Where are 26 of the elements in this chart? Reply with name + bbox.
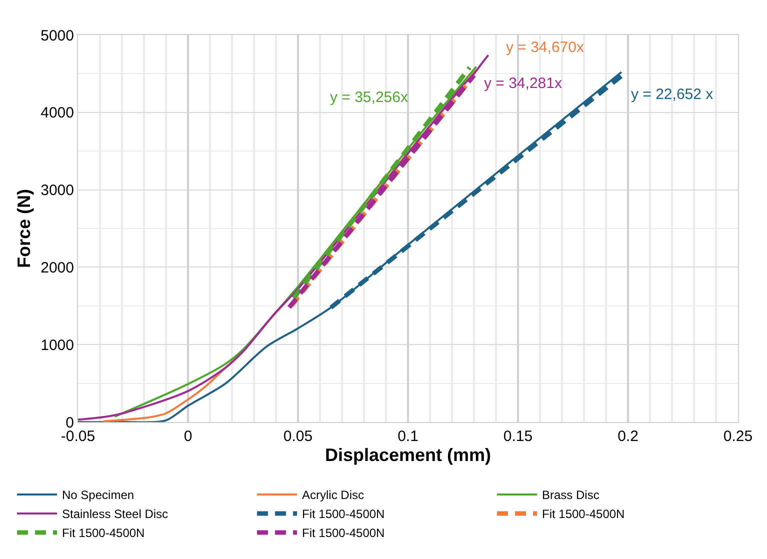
annotation: y = 34,670x xyxy=(506,39,584,56)
legend-label: Acrylic Disc xyxy=(302,488,364,502)
x-tick-label: 0.25 xyxy=(723,428,753,445)
x-tick-label: 0.1 xyxy=(398,428,418,445)
annotation: y = 35,256x xyxy=(330,89,408,106)
legend-label: Stainless Steel Disc xyxy=(62,507,168,522)
y-tick-label: 4000 xyxy=(40,104,74,122)
x-axis-title: Displacement (mm) xyxy=(324,445,492,465)
y-axis-title: Force (N) xyxy=(14,188,34,268)
x-tick-label: 0 xyxy=(184,428,192,445)
legend-label: Brass Disc xyxy=(542,488,600,502)
y-tick-label: 5000 xyxy=(40,27,74,44)
y-tick-label: 3000 xyxy=(40,182,74,200)
y-tick-label: 2000 xyxy=(40,259,74,276)
legend-label: Fit 1500-4500N xyxy=(302,507,385,522)
legend-label: Fit 1500-4500N xyxy=(302,526,385,540)
legend-label: No Specimen xyxy=(62,488,134,502)
x-tick-label: 0.05 xyxy=(283,428,313,445)
legend-label: Fit 1500-4500N xyxy=(542,507,625,522)
annotation: y = 34,281x xyxy=(484,75,562,92)
line-series xyxy=(78,71,622,422)
annotation: y = 22,652 x xyxy=(631,86,714,103)
y-tick-label: 1000 xyxy=(40,336,74,354)
x-tick-label: 0.15 xyxy=(503,428,533,445)
x-tick-label: 0.2 xyxy=(618,428,638,445)
legend-label: Fit 1500-4500N xyxy=(62,526,145,540)
